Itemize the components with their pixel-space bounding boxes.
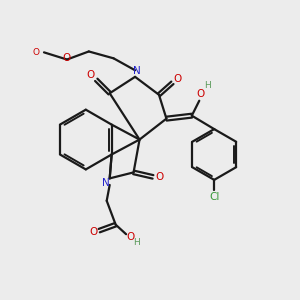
Text: Cl: Cl: [209, 192, 219, 202]
Text: O: O: [196, 89, 205, 99]
Text: O: O: [89, 227, 98, 237]
Text: O: O: [63, 53, 71, 63]
Text: O: O: [127, 232, 135, 242]
Text: N: N: [102, 178, 110, 188]
Text: O: O: [32, 48, 39, 57]
Text: O: O: [174, 74, 182, 84]
Text: H: H: [133, 238, 140, 247]
Text: O: O: [155, 172, 164, 182]
Text: O: O: [87, 70, 95, 80]
Text: H: H: [204, 81, 211, 90]
Text: N: N: [133, 66, 140, 76]
